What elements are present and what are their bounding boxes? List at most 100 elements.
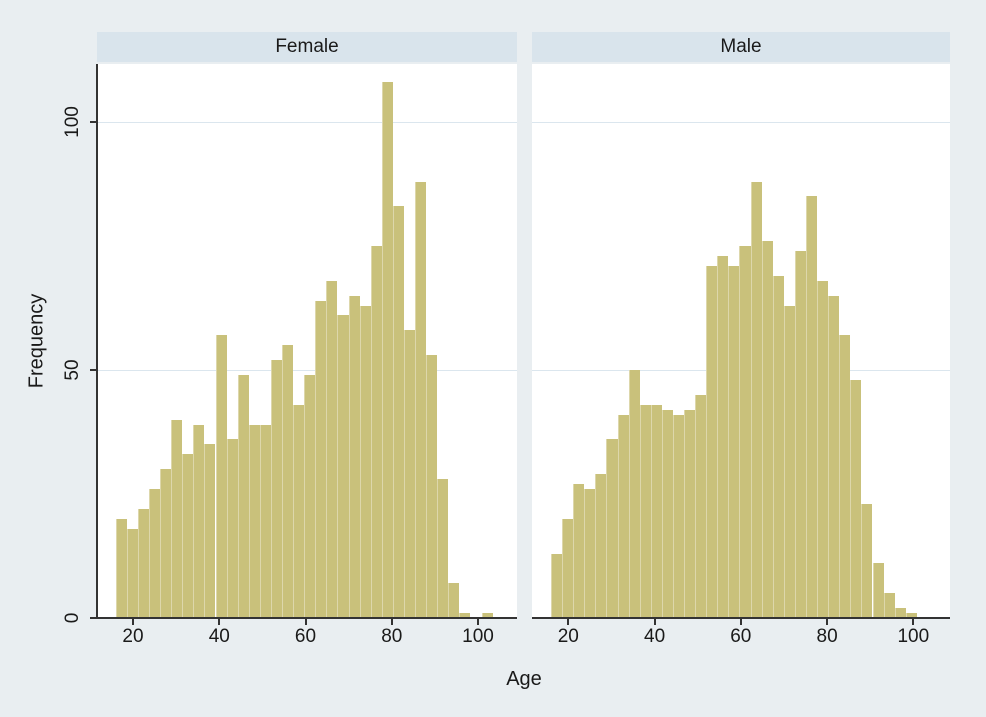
histogram-bar [628, 370, 640, 618]
y-gridline [97, 370, 517, 371]
histogram-bar [562, 518, 574, 618]
histogram-bar [672, 414, 685, 618]
histogram-bar [359, 305, 371, 618]
panel-title-female: Female [275, 36, 339, 57]
y-tick-mark [90, 121, 97, 123]
histogram-bar [772, 275, 784, 618]
histogram-bar [459, 613, 471, 618]
x-axis-line [97, 617, 517, 619]
histogram-bar [115, 518, 127, 618]
y-gridline [532, 122, 950, 123]
panel-title-male: Male [720, 36, 762, 57]
panel-header-male: Male [532, 32, 950, 62]
histogram-bar [706, 265, 718, 618]
histogram-bar [639, 404, 651, 618]
histogram-bar [661, 409, 673, 618]
histogram-bar [137, 508, 149, 618]
histogram-bar [326, 280, 338, 618]
x-tick-label: 100 [897, 626, 930, 647]
histogram-bar [215, 335, 227, 618]
x-tick-mark [477, 618, 479, 625]
histogram-bar [905, 613, 917, 618]
histogram-bar [794, 251, 806, 618]
x-tick-mark [912, 618, 915, 625]
y-tick-mark [90, 617, 97, 619]
histogram-bar [259, 424, 271, 618]
y-tick-label: 100 [62, 106, 83, 138]
x-tick-mark [132, 618, 134, 625]
histogram-bar [337, 315, 349, 618]
histogram-bar [348, 295, 360, 618]
histogram-bar [293, 404, 305, 618]
histogram-bar [805, 196, 818, 618]
x-tick-mark [304, 618, 307, 625]
histogram-bar [160, 469, 172, 618]
histogram-bar [403, 330, 416, 618]
histogram-bar [584, 489, 596, 618]
x-tick-label: 40 [208, 626, 230, 647]
histogram-bar [315, 300, 327, 618]
y-tick-label: 50 [62, 359, 83, 381]
histogram-bar [606, 439, 618, 618]
histogram-bar [415, 181, 427, 618]
histogram-bar [750, 181, 762, 618]
histogram-bar [426, 355, 438, 618]
x-tick-label: 20 [122, 626, 144, 647]
x-tick-label: 60 [294, 626, 317, 647]
histogram-bar [149, 489, 161, 618]
histogram-bar [182, 454, 194, 618]
histogram-bar [171, 419, 183, 618]
histogram-bar [684, 409, 696, 618]
x-tick-label: 80 [816, 626, 838, 647]
histogram-bar [650, 404, 662, 618]
x-tick-label: 40 [644, 626, 666, 647]
histogram-bar [381, 82, 393, 618]
histogram-bar [226, 439, 238, 618]
histogram-bar [761, 241, 773, 618]
histogram-bar [437, 479, 449, 618]
histogram-bar [481, 613, 493, 618]
histogram-bar [304, 375, 316, 618]
x-tick-mark [826, 618, 829, 625]
y-axis-title: Frequency [25, 293, 48, 389]
x-tick-label: 100 [462, 626, 494, 647]
x-tick-mark [567, 618, 570, 625]
histogram-bar [282, 345, 294, 618]
y-tick-mark [90, 369, 97, 371]
histogram-bar [850, 379, 862, 618]
histogram-bar [839, 335, 851, 618]
x-tick-mark [390, 618, 393, 625]
histogram-bar [817, 280, 829, 618]
histogram-bar [573, 484, 585, 618]
histogram-bar [237, 375, 249, 618]
x-tick-mark [653, 618, 656, 625]
histogram-bar [392, 206, 404, 618]
histogram-bar [695, 394, 707, 618]
y-axis-line [96, 64, 98, 619]
x-tick-mark [218, 618, 221, 625]
histogram-bar [270, 360, 282, 618]
histogram-bar [894, 608, 906, 618]
x-tick-mark [739, 618, 742, 625]
histogram-bar [872, 563, 884, 618]
histogram-bar [448, 583, 460, 618]
x-axis-title: Age [506, 668, 542, 690]
x-tick-label: 80 [381, 626, 403, 647]
histogram-bar [617, 414, 629, 618]
histogram-bar [551, 553, 563, 618]
histogram-bar [595, 474, 607, 618]
panel-header-female: Female [97, 32, 517, 62]
histogram-bar [248, 424, 260, 618]
histogram-bar [883, 593, 895, 618]
x-tick-label: 60 [730, 626, 752, 647]
histogram-bar [204, 444, 216, 618]
histogram-bar [193, 424, 205, 618]
y-tick-label: 0 [62, 612, 83, 624]
histogram-bar [828, 295, 840, 618]
histogram-bar [126, 528, 138, 618]
histogram-bar [370, 246, 382, 618]
histogram-bar [861, 503, 873, 618]
y-gridline [97, 122, 517, 123]
histogram-bar [739, 246, 751, 618]
